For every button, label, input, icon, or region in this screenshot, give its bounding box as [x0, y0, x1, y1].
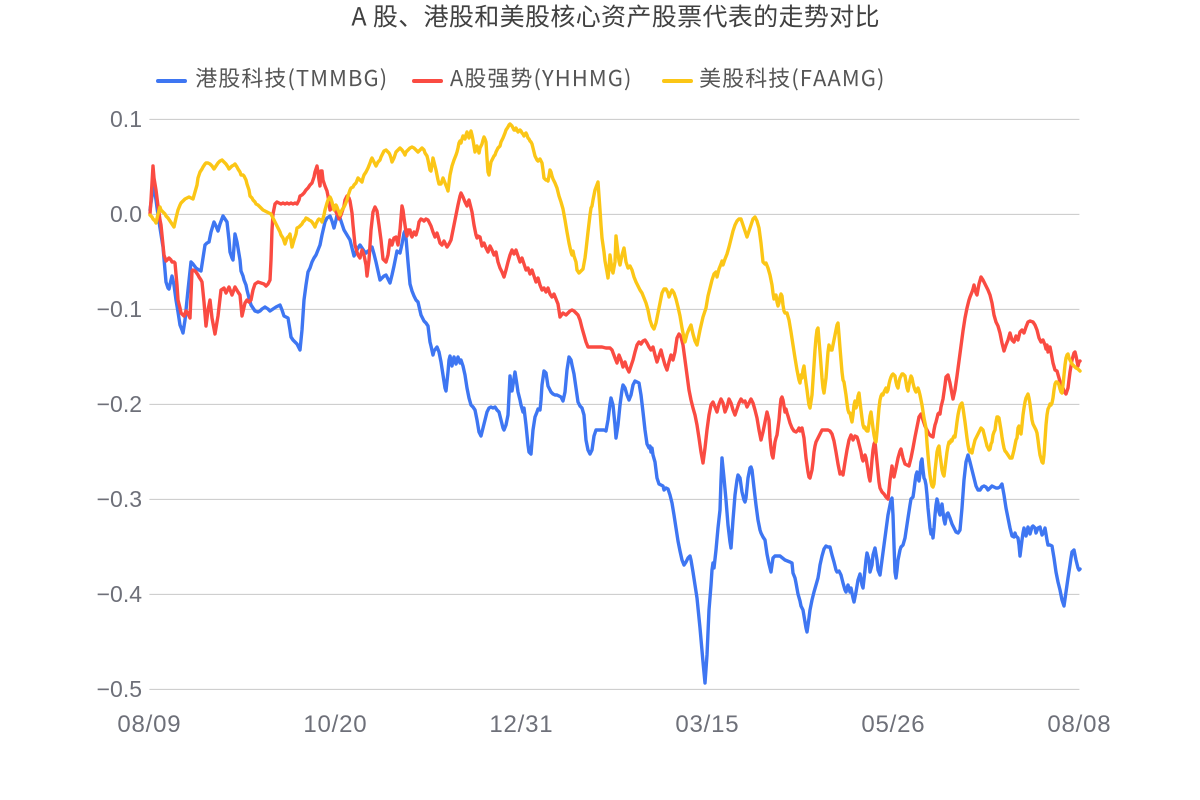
svg-text:03/15: 03/15: [675, 711, 739, 738]
svg-text:0.0: 0.0: [110, 201, 142, 227]
svg-text:12/31: 12/31: [489, 711, 553, 738]
svg-text:−0.2: −0.2: [97, 391, 142, 417]
svg-text:10/20: 10/20: [303, 711, 367, 738]
svg-text:08/08: 08/08: [1047, 711, 1111, 738]
svg-text:05/26: 05/26: [861, 711, 925, 738]
svg-text:0.1: 0.1: [110, 106, 142, 132]
svg-text:−0.1: −0.1: [97, 296, 142, 322]
svg-text:−0.4: −0.4: [97, 581, 143, 607]
svg-text:08/09: 08/09: [117, 711, 181, 738]
svg-text:−0.3: −0.3: [97, 486, 142, 512]
svg-text:−0.5: −0.5: [97, 676, 142, 702]
